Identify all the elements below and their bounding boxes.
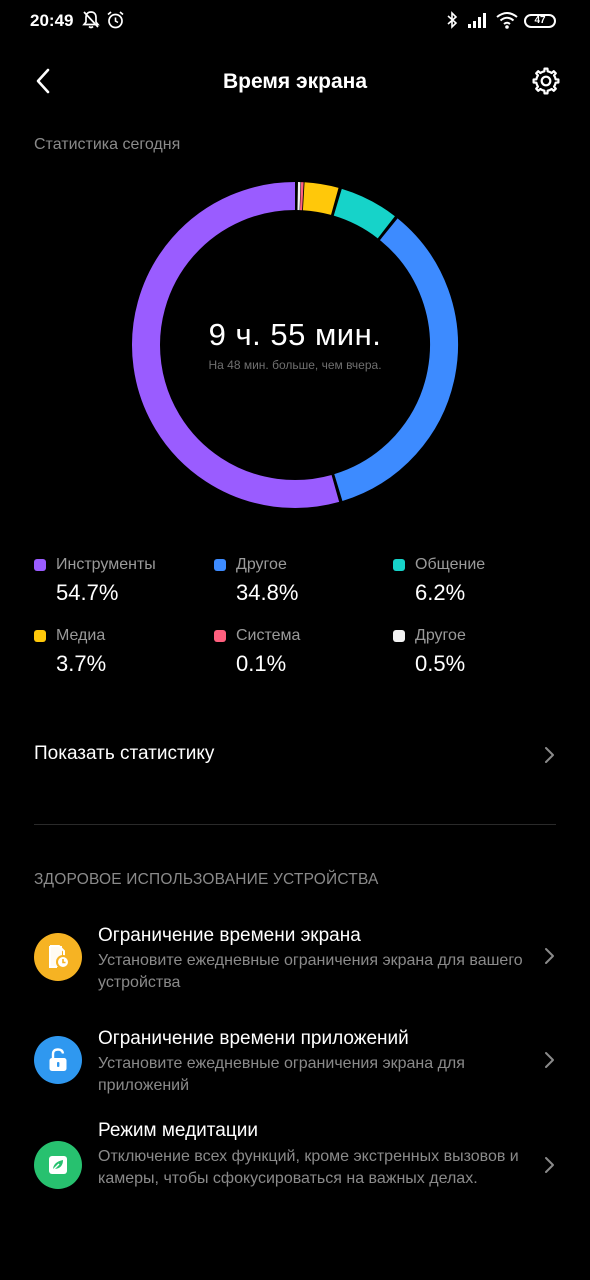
legend-label: Система (236, 627, 301, 644)
donut-segment (132, 182, 340, 508)
bluetooth-icon (447, 11, 458, 29)
legend-value: 6.2% (415, 580, 466, 605)
legend-value: 34.8% (236, 580, 299, 605)
donut-segment (302, 182, 339, 215)
legend-swatch (34, 630, 46, 642)
legend-label: Инструменты (56, 556, 156, 573)
legend-value: 0.5% (415, 651, 466, 676)
bell-off-icon (82, 11, 100, 29)
legend-swatch (214, 559, 226, 571)
chevron-right-icon (545, 1052, 554, 1068)
stats-section-label: Статистика сегодня (34, 136, 181, 153)
item-description: Установите ежедневные ограничения экрана… (98, 1055, 465, 1094)
legend-value: 54.7% (56, 580, 119, 605)
legend-swatch (214, 630, 226, 642)
app-time-limit-item[interactable]: Ограничение времени приложений Установит… (0, 1018, 590, 1103)
item-title: Ограничение времени приложений (98, 1028, 409, 1049)
legend-label: Другое (236, 556, 287, 573)
item-title: Ограничение времени экрана (98, 925, 361, 946)
status-time: 20:49 (30, 11, 74, 30)
legend-swatch (393, 630, 405, 642)
alarm-icon (107, 11, 124, 29)
legend-swatch (34, 559, 46, 571)
page-title: Время экрана (223, 70, 367, 93)
leaf-icon (34, 1141, 82, 1189)
chevron-right-icon (545, 948, 554, 964)
donut-segment (333, 188, 395, 239)
chevron-right-icon (545, 1157, 554, 1173)
chevron-right-icon (545, 747, 554, 763)
legend-label: Другое (415, 627, 466, 644)
legend-label: Медиа (56, 627, 106, 644)
item-description: Отключение всех функций, кроме экстренны… (98, 1148, 519, 1187)
total-screen-time: 9 ч. 55 мин. (208, 317, 382, 352)
signal-icon (468, 13, 486, 28)
app-lock-icon (34, 1036, 82, 1084)
wifi-icon (496, 12, 518, 29)
screen-time-limit-icon (34, 933, 82, 981)
health-section-label: ЗДОРОВОЕ ИСПОЛЬЗОВАНИЕ УСТРОЙСТВА (34, 871, 379, 888)
screen-time-comparison: На 48 мин. больше, чем вчера. (208, 358, 382, 372)
item-title: Режим медитации (98, 1120, 258, 1141)
legend-value: 3.7% (56, 651, 107, 676)
item-description: Установите ежедневные ограничения экрана… (98, 952, 523, 991)
battery-indicator: 47 (524, 14, 556, 28)
meditation-mode-item[interactable]: Режим медитации Отключение всех функций,… (0, 1110, 590, 1220)
back-arrow-icon[interactable] (30, 66, 58, 96)
legend-value: 0.1% (236, 651, 287, 676)
screen-time-limit-item[interactable]: Ограничение времени экрана Установите еж… (0, 915, 590, 1000)
legend-swatch (393, 559, 405, 571)
show-stats-label: Показать статистику (34, 743, 215, 764)
donut-segment (334, 218, 458, 501)
divider (34, 824, 556, 825)
gear-icon[interactable] (531, 66, 561, 96)
show-stats-row[interactable]: Показать статистику (0, 725, 590, 785)
usage-donut-chart (132, 182, 458, 508)
legend-label: Общение (415, 556, 486, 573)
